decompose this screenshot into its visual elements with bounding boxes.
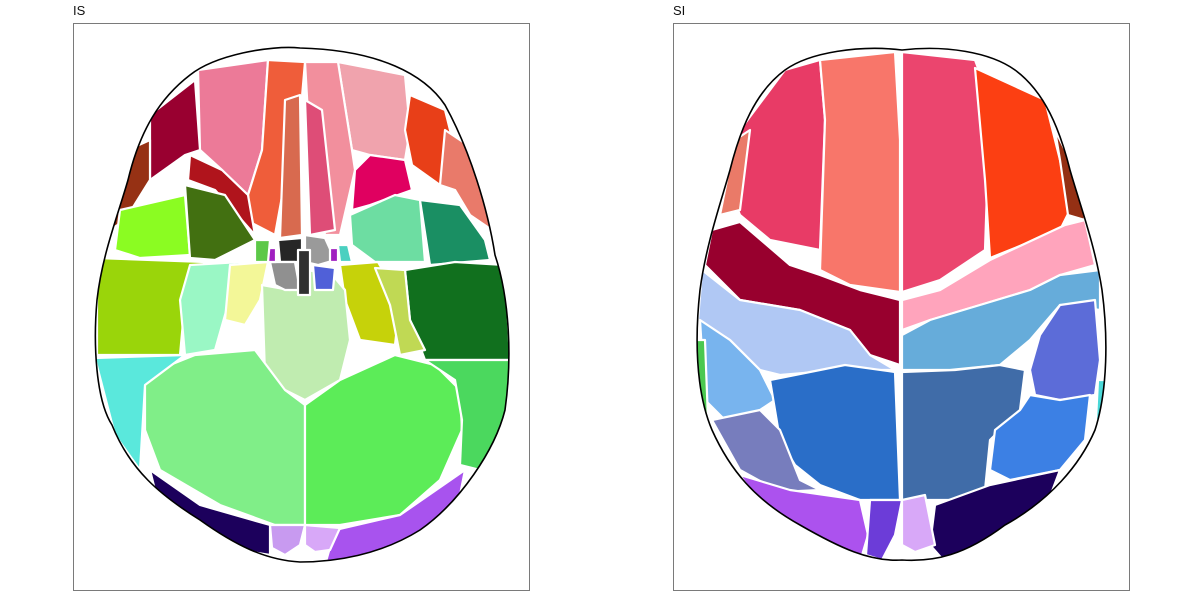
panel-frame-is	[73, 23, 530, 591]
region-frontal-pole-left	[718, 128, 752, 217]
region-mammillary-right	[328, 246, 340, 264]
region-gyrus-rectus-right	[303, 98, 337, 237]
panel-title-is: IS	[73, 3, 86, 18]
region-parahippocampal-right	[373, 266, 427, 357]
brain-outline-is	[94, 46, 510, 563]
region-insula-left-inner	[183, 183, 257, 262]
region-cuneus-left	[864, 498, 904, 561]
region-insula-left	[113, 193, 192, 260]
panel-frame-si	[673, 23, 1130, 591]
region-amygdala-left	[268, 260, 302, 292]
region-inferior-temporal-right	[423, 358, 509, 472]
region-parahippocampal-left	[178, 260, 242, 357]
region-insula-right-inner	[418, 198, 492, 267]
region-gyrus-rectus-left	[278, 93, 304, 240]
region-thalamus-right	[311, 263, 337, 292]
region-calcarine-left	[268, 523, 307, 557]
region-inferior-temporal-left	[95, 353, 187, 472]
region-calcarine-right	[303, 523, 342, 554]
region-superior-frontal-medial-right	[900, 50, 992, 294]
region-angular-left	[710, 408, 822, 494]
panel-title-si: SI	[673, 3, 686, 18]
region-insula-right	[348, 193, 427, 264]
region-olfactory-right	[336, 243, 354, 264]
region-olfactory-left	[253, 238, 272, 264]
region-ventricle-midline	[296, 248, 312, 297]
region-cuneus-right	[900, 493, 937, 554]
brain-outline-si	[696, 47, 1107, 562]
region-superior-frontal-medial-left	[818, 50, 902, 294]
